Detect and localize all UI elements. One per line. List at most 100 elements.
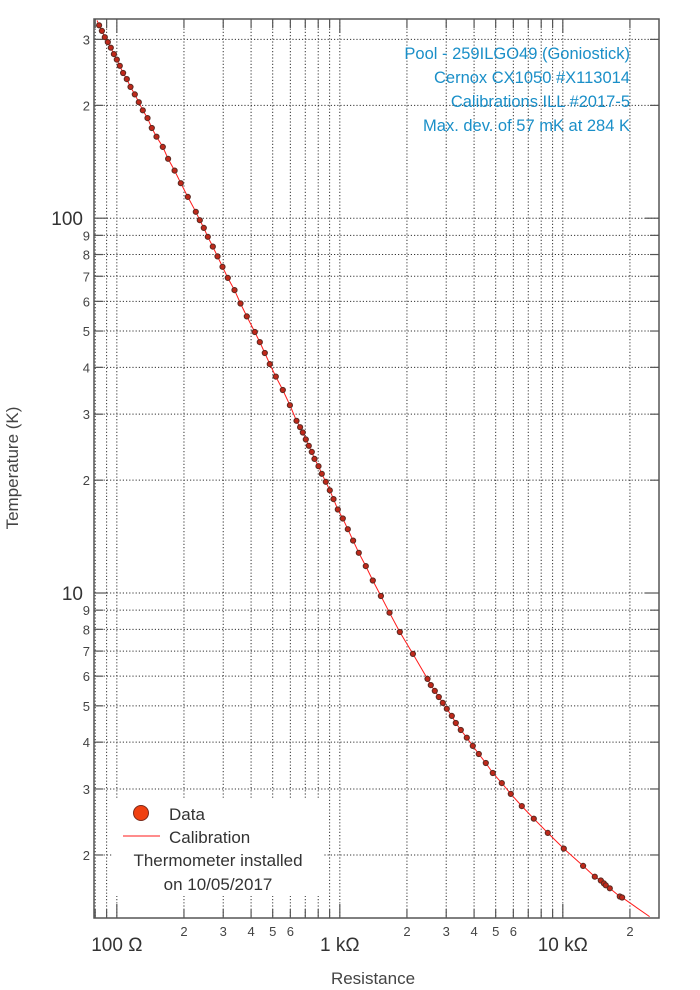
data-point xyxy=(153,133,160,140)
x-tick-label: 5 xyxy=(269,924,276,939)
data-point xyxy=(489,769,496,777)
data-point xyxy=(386,609,393,616)
annotation-line: Pool - 259ILGO49 (Goniostick) xyxy=(404,45,630,63)
y-tick-label: 8 xyxy=(83,622,90,637)
axis-ticks: 100 Ω2 3 4 5 61 kΩ2 3 4 5 610 kΩ2234567891023456… xyxy=(51,19,659,956)
data-point xyxy=(463,734,470,741)
plot-frame xyxy=(93,18,660,919)
data-point xyxy=(237,300,244,307)
data-point xyxy=(498,780,505,787)
data-point xyxy=(457,726,464,734)
data-point xyxy=(131,91,138,98)
x-axis-label: Resistance xyxy=(331,969,415,988)
data-point xyxy=(266,361,273,368)
y-tick-label: 3 xyxy=(83,32,90,47)
data-point xyxy=(330,496,337,503)
data-point xyxy=(171,167,178,174)
annotation-line: Calibrations ILL #2017-5 xyxy=(451,93,630,111)
y-tick-label: 9 xyxy=(83,603,90,618)
x-tick-label: 2 xyxy=(180,924,187,939)
data-point xyxy=(299,429,306,436)
data-point xyxy=(339,515,346,522)
y-tick-label: 5 xyxy=(83,699,90,714)
data-point xyxy=(435,693,442,701)
y-tick-label: 4 xyxy=(83,360,90,375)
data-point xyxy=(279,386,286,394)
x-tick-label: 10 kΩ xyxy=(538,935,588,956)
y-tick-label: 5 xyxy=(83,324,90,339)
annotation-line: Max. dev. of 57 mK at 284 K xyxy=(423,117,630,135)
data-point xyxy=(439,699,446,707)
data-point xyxy=(297,424,304,431)
data-point xyxy=(200,224,207,231)
data-point xyxy=(177,180,184,187)
data-point xyxy=(409,650,416,658)
data-point xyxy=(326,487,333,494)
calibration-line xyxy=(96,20,650,918)
legend-data-label: Data xyxy=(169,805,205,824)
data-point xyxy=(355,549,362,556)
data-point xyxy=(286,402,293,409)
data-point xyxy=(107,44,114,51)
y-tick-label: 7 xyxy=(83,644,90,659)
legend-note-line2: on 10/05/2017 xyxy=(164,875,273,894)
data-point xyxy=(214,253,221,260)
data-point xyxy=(350,537,357,544)
data-point xyxy=(96,22,103,29)
data-point xyxy=(602,882,609,889)
data-point xyxy=(293,417,300,424)
data-point xyxy=(580,862,587,870)
data-point xyxy=(256,339,263,346)
legend-note-line1: Thermometer installed xyxy=(133,851,302,870)
data-point xyxy=(110,51,118,58)
y-tick-label: 7 xyxy=(83,269,90,284)
y-tick-label: 2 xyxy=(83,848,90,863)
data-point xyxy=(475,750,482,758)
y-tick-label: 9 xyxy=(83,228,90,243)
data-point xyxy=(272,373,279,380)
annotation-line: Cernox CX1050 #X113014 xyxy=(434,69,630,87)
data-point xyxy=(369,577,376,584)
x-tick-label: 1 kΩ xyxy=(320,935,360,956)
legend-calibration-label: Calibration xyxy=(169,828,250,847)
x-tick-label: 3 xyxy=(220,924,227,939)
data-point xyxy=(469,742,476,750)
data-point xyxy=(302,436,309,443)
legend: Data Calibration Thermometer installed o… xyxy=(123,805,303,894)
data-point xyxy=(308,448,315,455)
y-tick-label: 2 xyxy=(83,473,90,488)
data-point xyxy=(196,217,203,224)
data-point xyxy=(424,675,431,683)
data-point xyxy=(305,442,312,449)
data-point xyxy=(431,687,438,695)
annotation-block: Pool - 259ILGO49 (Goniostick) Cernox CX1… xyxy=(404,45,630,135)
data-point xyxy=(101,34,108,41)
data-point xyxy=(530,815,537,822)
data-point xyxy=(443,705,450,712)
data-point xyxy=(231,287,238,294)
data-point xyxy=(606,885,613,892)
data-point xyxy=(560,845,567,852)
data-point xyxy=(159,143,166,150)
data-point xyxy=(104,39,111,46)
data-point xyxy=(311,455,318,462)
data-point xyxy=(544,829,551,837)
data-point xyxy=(224,274,231,281)
data-point xyxy=(116,62,123,69)
data-point xyxy=(619,894,626,901)
x-tick-label: 4 xyxy=(247,924,254,939)
data-point xyxy=(209,243,216,250)
x-tick-label: 100 Ω xyxy=(91,935,142,956)
data-point xyxy=(192,208,199,215)
data-point xyxy=(165,155,172,162)
data-point xyxy=(139,107,146,114)
data-point xyxy=(98,27,106,34)
y-tick-label: 4 xyxy=(83,735,90,750)
plot-area xyxy=(96,20,650,918)
y-tick-label: 6 xyxy=(83,294,90,309)
legend-data-marker xyxy=(133,805,149,821)
y-tick-label: 6 xyxy=(83,669,90,684)
x-tick-label: 5 xyxy=(492,924,499,939)
data-point xyxy=(127,83,134,91)
